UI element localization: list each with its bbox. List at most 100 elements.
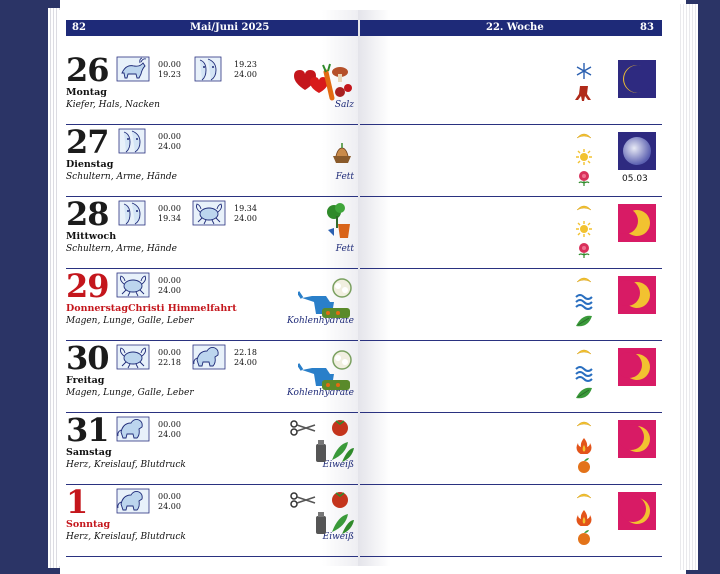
day-number: 30 [66, 339, 110, 377]
left-page [58, 10, 358, 566]
sun-graphic [576, 149, 592, 165]
leaf-icon [574, 312, 594, 330]
fire-graphic [576, 510, 592, 527]
crescent-icon [574, 344, 594, 362]
left-header-title: Mai/Juni 2025 [190, 22, 270, 33]
hearts-carrot-mushroom-graphic [294, 63, 352, 101]
root-icon [574, 84, 594, 102]
time-value: 24.00 [158, 502, 181, 511]
fire-icon [574, 436, 594, 455]
moon-phase-icon [618, 132, 656, 170]
leo-zodiac-graphic [192, 344, 226, 370]
orange-icon [574, 528, 594, 546]
diary-notes-row [360, 340, 662, 413]
waves-graphic [575, 366, 593, 382]
body-parts-text: Kiefer, Hals, Nacken [66, 100, 160, 110]
crescent-icon [574, 416, 594, 434]
diary-notes-row [360, 412, 662, 485]
diary-day-row: 26 Montag Kiefer, Hals, Nacken Salz 00.00 19.… [66, 52, 358, 125]
leaf-icon [574, 384, 594, 402]
plant-watering-icon [324, 202, 352, 246]
diary-day-row: 31 Samstag Herz, Kreislauf, Blutdruck Eiwei… [66, 412, 358, 485]
diary-notes-row: 05.03 [360, 124, 662, 197]
onion-basket-icon [330, 142, 354, 168]
moon-phase-icon [618, 420, 656, 458]
waves-icon [574, 292, 594, 310]
rose-graphic [578, 243, 590, 258]
moon-sign-times: 00.00 19.34 [158, 204, 181, 224]
sun-graphic [576, 221, 592, 237]
leo-zodiac-graphic [116, 488, 150, 514]
moon-sign-times-second: 19.23 24.00 [234, 60, 257, 80]
time-value: 00.00 [158, 132, 181, 141]
moon-sign-times-second: 19.34 24.00 [234, 204, 257, 224]
fire-graphic [576, 438, 592, 455]
weekday-name: Sonntag [66, 519, 111, 530]
gemini-zodiac-icon [116, 128, 150, 154]
moon-sign-times: 00.00 24.00 [158, 276, 181, 296]
moon-phase-graphic [612, 204, 656, 242]
time-value: 00.00 [158, 276, 181, 285]
moon-sign-times: 00.00 24.00 [158, 492, 181, 512]
time-value: 24.00 [158, 286, 181, 295]
leaf-graphic [576, 387, 592, 399]
body-parts-text: Schultern, Arme, Hände [66, 244, 177, 254]
orange-graphic [578, 530, 590, 545]
body-parts-text: Herz, Kreislauf, Blutdruck [66, 460, 186, 470]
diary-day-row: 30 Freitag Magen, Lunge, Galle, Leber Kohle… [66, 340, 358, 413]
right-header-bar: 22. Woche 83 [360, 20, 662, 36]
gemini-zodiac-graphic [118, 128, 146, 154]
moon-phase-graphic [614, 276, 656, 314]
fire-icon [574, 508, 594, 527]
leo-zodiac-icon [116, 416, 150, 442]
day-number: 31 [66, 411, 110, 449]
time-value: 22.18 [234, 348, 257, 357]
time-value: 00.00 [158, 60, 181, 69]
crescent-graphic [576, 421, 592, 427]
body-parts-text: Magen, Lunge, Galle, Leber [66, 388, 194, 398]
scissors-tomato-beans-graphic [290, 492, 354, 534]
gemini-zodiac-icon [116, 200, 150, 226]
watering-can-cauliflower-graphic [296, 350, 352, 390]
moon-phase-graphic [616, 348, 656, 386]
rose-icon [574, 168, 594, 186]
taurus-zodiac-icon [116, 56, 150, 82]
moon-phase-icon [612, 204, 656, 242]
weekday-name: Mittwoch [66, 231, 117, 242]
nutrient-label: Eiweiß [322, 460, 354, 470]
scissors-tomato-beans-graphic [290, 420, 354, 462]
time-value: 19.23 [158, 70, 181, 79]
time-value: 00.00 [158, 420, 181, 429]
nutrient-label: Fett [335, 172, 354, 182]
leaf-graphic [576, 315, 592, 327]
cancer-zodiac-icon [116, 344, 150, 370]
crescent-graphic [576, 349, 592, 355]
diary-day-row: 28 Mittwoch Schultern, Arme, Hände Fett 00.0… [66, 196, 358, 269]
left-header-bar: 82 Mai/Juni 2025 [66, 20, 358, 36]
sun-icon [574, 148, 594, 166]
time-value: 24.00 [234, 358, 257, 367]
nutrient-label: Kohlenhydrate [287, 388, 354, 398]
waves-graphic [575, 294, 593, 310]
weekday-name: Freitag [66, 375, 105, 386]
moon-phase-icon [618, 60, 656, 98]
leo-zodiac-graphic [116, 416, 150, 442]
nutrient-label: Eiweiß [322, 532, 354, 542]
nutrient-label: Salz [334, 100, 354, 110]
crescent-graphic [576, 133, 592, 139]
moon-sign-times: 00.00 24.00 [158, 420, 181, 440]
weekday-name: Donnerstag [66, 303, 128, 314]
weekday-name: Dienstag [66, 159, 114, 170]
crescent-icon [574, 128, 594, 146]
moon-phase-icon [618, 492, 656, 530]
right-header-title: 22. Woche [486, 22, 544, 33]
right-page-number: 83 [640, 22, 654, 33]
leo-zodiac-icon [116, 488, 150, 514]
moon-phase-graphic [618, 492, 656, 530]
holiday-name: Christi Himmelfahrt [128, 303, 237, 314]
day-number: 26 [66, 51, 110, 89]
onion-basket-graphic [333, 143, 351, 163]
cancer-zodiac-icon [116, 272, 150, 298]
watering-can-cauliflower-icon [296, 350, 354, 396]
